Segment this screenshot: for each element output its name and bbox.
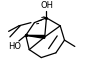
Text: HO: HO [8, 42, 21, 51]
Polygon shape [26, 35, 45, 38]
Text: OH: OH [41, 1, 54, 10]
